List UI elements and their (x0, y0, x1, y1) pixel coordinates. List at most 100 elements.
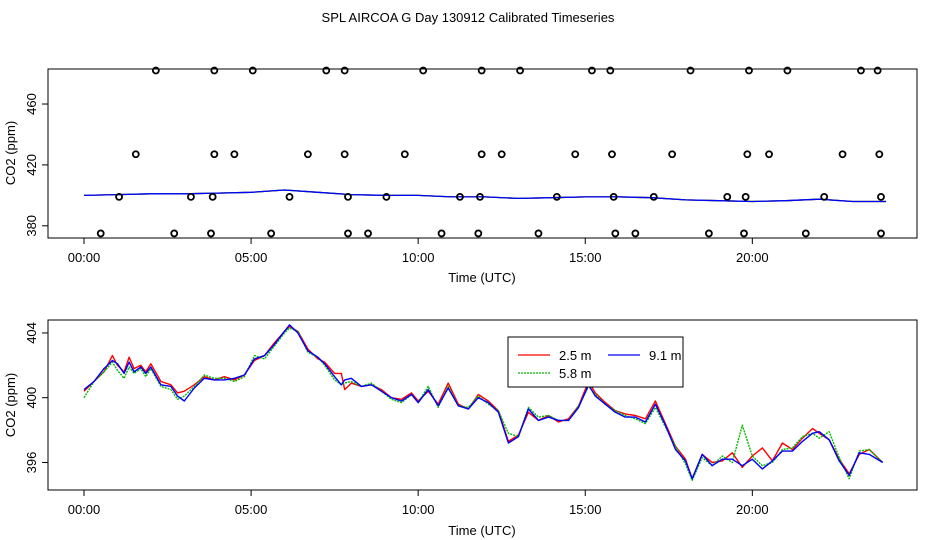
series-line-5-8-m (83, 189, 886, 203)
scatter-point (477, 150, 486, 159)
scatter-point (208, 192, 217, 201)
scatter-point (516, 66, 524, 75)
scatter-point (820, 192, 829, 201)
scatter-point (131, 150, 140, 159)
scatter-point (207, 229, 215, 238)
x-tick-label: 10:00 (402, 250, 435, 265)
top-x-axis-label: Time (UTC) (448, 270, 515, 285)
x-tick-label: 15:00 (569, 250, 602, 265)
scatter-point (608, 150, 616, 159)
y-tick-label: 404 (24, 322, 39, 344)
scatter-point (875, 150, 884, 159)
bottom-series-lines (83, 324, 884, 481)
scatter-point (877, 192, 885, 201)
scatter-point (187, 192, 195, 201)
scatter-point (873, 66, 882, 75)
top-y-axis: 380 420 460 (24, 93, 48, 237)
scatter-point (322, 66, 331, 75)
scatter-point (210, 66, 219, 75)
scatter-point (745, 66, 753, 75)
scatter-point (340, 150, 349, 159)
scatter-point (857, 66, 865, 75)
scatter-point (303, 150, 312, 159)
series-line-2-5-m (83, 325, 884, 480)
scatter-point (606, 66, 615, 75)
scatter-point (340, 66, 349, 75)
scatter-point (210, 150, 219, 159)
scatter-point (400, 150, 409, 159)
bottom-x-axis: 00:00 05:00 10:00 15:00 20:00 (68, 490, 769, 517)
scatter-point (419, 66, 428, 75)
scatter-point (456, 192, 464, 201)
top-plot-frame (47, 68, 918, 239)
scatter-point (364, 229, 372, 238)
scatter-point (686, 66, 695, 75)
scatter-point (230, 150, 239, 159)
scatter-point (801, 229, 810, 238)
x-tick-label: 05:00 (235, 502, 268, 517)
x-tick-label: 00:00 (68, 250, 101, 265)
bottom-x-axis-label: Time (UTC) (448, 523, 515, 538)
top-series-lines (83, 189, 886, 203)
series-line-9-1-m (83, 324, 884, 480)
scatter-point (609, 192, 618, 201)
y-tick-label: 380 (24, 215, 39, 237)
y-tick-label: 460 (24, 93, 39, 115)
scatter-point (344, 192, 352, 201)
legend-label-9-1m: 9.1 m (649, 348, 682, 363)
scatter-point (476, 192, 484, 201)
legend-label-5-8m: 5.8 m (559, 366, 592, 381)
scatter-point (96, 229, 105, 238)
y-tick-label: 396 (24, 452, 39, 474)
scatter-point (170, 229, 179, 238)
scatter-point (115, 192, 123, 201)
scatter-point (631, 229, 640, 238)
bottom-y-axis: 396 400 404 (24, 322, 48, 473)
scatter-point (552, 192, 561, 201)
scatter-point (151, 66, 160, 75)
top-y-axis-label: CO2 (ppm) (3, 121, 18, 185)
top-x-axis: 00:00 05:00 10:00 15:00 20:00 (68, 238, 769, 265)
bottom-y-axis-label: CO2 (ppm) (3, 373, 18, 437)
top-panel: 00:00 05:00 10:00 15:00 20:00 380 420 460 Time… (3, 66, 918, 285)
scatter-point (838, 150, 847, 159)
scatter-point (877, 229, 885, 238)
x-tick-label: 20:00 (736, 502, 769, 517)
scatter-point (382, 192, 391, 201)
scatter-point (477, 66, 486, 75)
y-tick-label: 400 (24, 387, 39, 409)
scatter-point (740, 229, 748, 238)
scatter-point (497, 150, 506, 159)
x-tick-label: 05:00 (235, 250, 268, 265)
scatter-point (704, 229, 713, 238)
scatter-point (649, 192, 658, 201)
bottom-plot-frame (47, 319, 918, 491)
legend: 2.5 m 5.8 m 9.1 m (507, 336, 684, 388)
scatter-point (743, 150, 752, 159)
scatter-point (588, 66, 596, 75)
scatter-point (741, 192, 750, 201)
scatter-point (285, 192, 294, 201)
top-scatter-points (96, 66, 885, 238)
scatter-point (474, 229, 483, 238)
x-tick-label: 10:00 (402, 502, 435, 517)
x-tick-label: 20:00 (736, 250, 769, 265)
bottom-panel: 00:00 05:00 10:00 15:00 20:00 396 400 404 Time… (3, 319, 918, 538)
x-tick-label: 00:00 (68, 502, 101, 517)
legend-label-2-5m: 2.5 m (559, 348, 592, 363)
series-line-5-8-m (83, 327, 884, 481)
series-line-9-1-m (83, 189, 886, 203)
scatter-point (534, 229, 543, 238)
legend-box (507, 336, 684, 388)
scatter-point (267, 229, 276, 238)
scatter-point (571, 150, 580, 159)
scatter-point (723, 192, 732, 201)
scatter-point (765, 150, 773, 159)
scatter-point (248, 66, 257, 75)
scatter-point (611, 229, 620, 238)
scatter-point (344, 229, 352, 238)
scatter-point (783, 66, 792, 75)
y-tick-label: 420 (24, 154, 39, 176)
x-tick-label: 15:00 (569, 502, 602, 517)
